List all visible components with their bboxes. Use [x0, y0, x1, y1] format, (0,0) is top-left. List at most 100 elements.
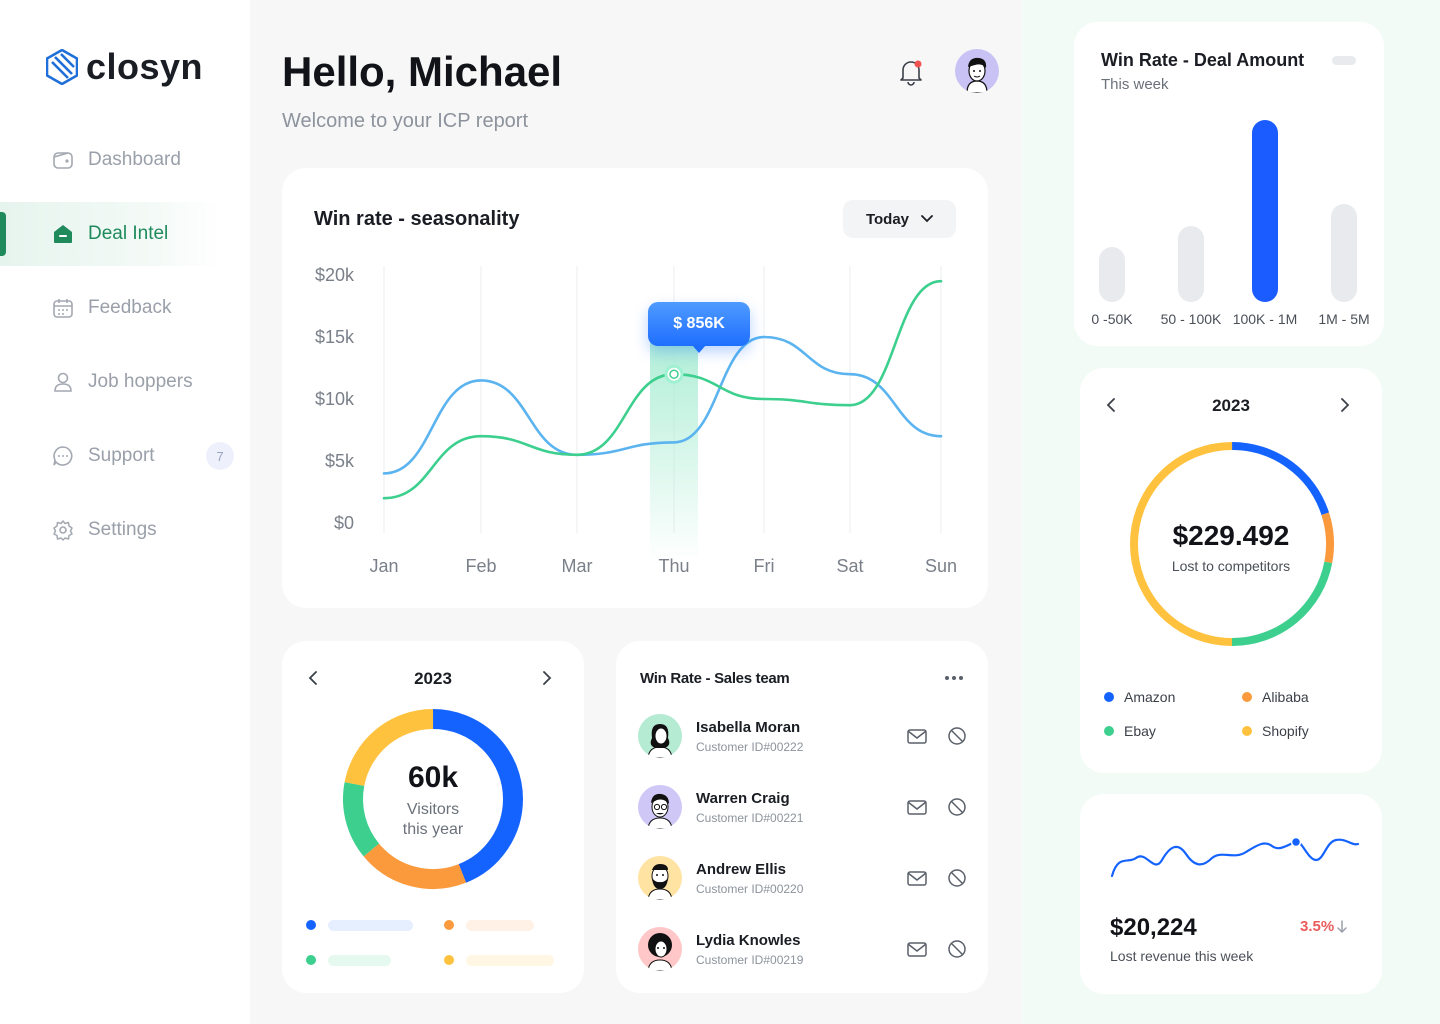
member-id: Customer ID#00220 [696, 881, 804, 896]
member-avatar [638, 714, 682, 758]
lost-donut-chart [1130, 442, 1334, 646]
chart-tooltip-value: $ 856K [673, 315, 725, 333]
revenue-change: 3.5% [1300, 918, 1348, 935]
chart-x-tick-label: Mar [562, 556, 593, 576]
visitors-label-1: Visitors [406, 801, 460, 818]
notification-bell-icon[interactable] [898, 58, 924, 86]
legend-item-shopify: Shopify [1242, 723, 1309, 739]
chart-x-tick-label: Feb [465, 556, 496, 576]
visitors-center: 60k Visitors this year [282, 761, 584, 839]
chart-x-tick-label: Jan [369, 556, 398, 576]
sidebar-item-deal-intel[interactable]: Deal Intel [0, 202, 220, 266]
legend-dot [1104, 692, 1114, 702]
sales-team-title: Win Rate - Sales team [640, 670, 790, 687]
legend-label: Shopify [1262, 723, 1309, 739]
deal-amount-subtitle: This week [1101, 76, 1169, 93]
sidebar-item-label: Job hoppers [88, 371, 193, 392]
revenue-change-value: 3.5% [1300, 918, 1335, 935]
legend-dot [306, 955, 316, 965]
avatar-illustration [647, 793, 673, 829]
visitors-donut-chart [343, 709, 523, 889]
block-icon[interactable] [946, 796, 968, 818]
sidebar-item-label: Dashboard [88, 149, 181, 170]
block-icon[interactable] [946, 938, 968, 960]
sidebar-item-settings[interactable]: Settings [0, 498, 230, 562]
visitors-value: 60k [407, 761, 459, 794]
chart-y-tick-label: $15k [315, 327, 355, 347]
legend-item-amazon: Amazon [1104, 689, 1175, 705]
revenue-label: Lost revenue this week [1110, 948, 1254, 964]
member-info: Andrew Ellis Customer ID#00220 [696, 861, 888, 896]
seasonality-card: Win rate - seasonality Today $20k $15k $10… [282, 168, 988, 608]
period-dropdown-value: Today [865, 210, 910, 228]
chart-x-tick-label: Sun [925, 556, 957, 576]
table-row[interactable]: Lydia Knowles Customer ID#00219 [638, 922, 968, 976]
mail-icon[interactable] [906, 725, 928, 747]
member-id: Customer ID#00221 [696, 810, 804, 825]
member-name: Lydia Knowles [696, 931, 801, 949]
mail-icon[interactable] [906, 867, 928, 889]
visitors-donut-segment-3 [343, 709, 523, 889]
chart-y-tick-label: $10k [315, 389, 355, 409]
revenue-value: $20,224 [1110, 914, 1197, 941]
legend-placeholder-bar [328, 920, 413, 931]
sidebar: closyn Dashboard Deal Intel Feedback Job… [0, 0, 250, 1024]
chevron-left-icon[interactable] [308, 671, 318, 685]
block-icon[interactable] [946, 867, 968, 889]
user-avatar[interactable] [955, 49, 999, 93]
mail-icon[interactable] [906, 796, 928, 818]
legend-label: Alibaba [1262, 689, 1309, 705]
right-panel: Win Rate - Deal Amount This week 0 -50K 5… [1022, 0, 1440, 1024]
mail-icon[interactable] [906, 938, 928, 960]
sidebar-item-label: Settings [88, 519, 157, 540]
more-options-icon[interactable] [944, 675, 964, 681]
deal-bar-3[interactable] [1252, 120, 1278, 302]
member-avatar [638, 927, 682, 971]
visitors-label-2: this year [402, 821, 464, 838]
visitors-year: 2023 [414, 669, 452, 688]
legend-dot [306, 920, 316, 930]
home-icon [54, 225, 72, 243]
avatar-illustration [647, 864, 673, 900]
table-row[interactable]: Andrew Ellis Customer ID#00220 [638, 851, 968, 905]
chat-icon [53, 446, 73, 466]
chart-x-tick-label: Thu [658, 556, 689, 576]
table-row[interactable]: Warren Craig Customer ID#00221 [638, 780, 968, 834]
gear-icon [53, 520, 73, 541]
deal-bar-2[interactable] [1178, 226, 1204, 302]
lost-donut-segment-4 [1130, 442, 1334, 646]
block-icon[interactable] [946, 725, 968, 747]
table-row[interactable]: Isabella Moran Customer ID#00222 [638, 709, 968, 763]
deal-amount-card: Win Rate - Deal Amount This week 0 -50K 5… [1074, 22, 1384, 346]
deal-bar-label: 0 -50K [1091, 311, 1133, 327]
user-icon [54, 372, 72, 392]
chart-y-tick-label: $20k [315, 265, 355, 285]
chart-series-line-1 [382, 335, 943, 475]
legend-dot [1104, 726, 1114, 736]
chevron-left-icon[interactable] [1106, 398, 1116, 412]
user-avatar-illustration [966, 57, 988, 93]
legend-label: Ebay [1124, 723, 1156, 739]
deal-bar-4[interactable] [1331, 204, 1357, 302]
chart-point-marker-inner [669, 369, 679, 379]
legend-placeholder-bar [466, 955, 554, 966]
visitors-card: 2023 60k Visitors this year [282, 641, 584, 993]
avatar-illustration [647, 724, 673, 758]
main-content: Hello, Michael Welcome to your ICP repor… [250, 0, 1022, 1024]
deal-amount-title: Win Rate - Deal Amount [1101, 50, 1305, 70]
chevron-right-icon[interactable] [1340, 398, 1350, 412]
member-name: Isabella Moran [696, 718, 801, 736]
logo[interactable]: closyn [46, 46, 203, 88]
deal-amount-toggle[interactable] [1332, 56, 1356, 65]
sidebar-item-job-hoppers[interactable]: Job hoppers [0, 350, 230, 414]
deal-bar-1[interactable] [1099, 247, 1125, 302]
legend-dot [1242, 726, 1252, 736]
sidebar-item-dashboard[interactable]: Dashboard [0, 128, 230, 192]
sparkline-point [1290, 836, 1302, 848]
member-avatar [638, 785, 682, 829]
sidebar-item-feedback[interactable]: Feedback [0, 276, 230, 340]
sidebar-item-support[interactable]: Support 7 [0, 424, 234, 488]
period-dropdown[interactable]: Today [843, 200, 956, 238]
visitors-donut-segment-4 [343, 709, 523, 889]
chevron-right-icon[interactable] [542, 671, 552, 685]
